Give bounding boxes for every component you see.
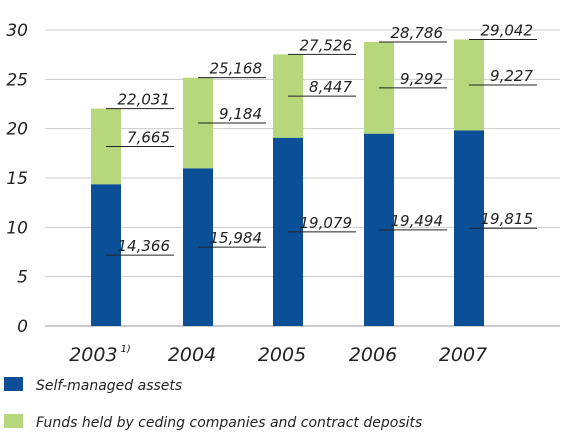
data-label: 28,786	[391, 24, 444, 42]
data-label: 14,366	[118, 237, 171, 255]
category: 2006	[349, 344, 397, 366]
x-tick-label: 2004	[168, 344, 216, 366]
y-tick-label: 20	[6, 120, 28, 140]
legend-label: Funds held by ceding companies and contr…	[36, 415, 422, 431]
data-label: 7,665	[127, 128, 170, 146]
x-tick-label: 2007	[439, 344, 487, 366]
category: 2003	[69, 344, 117, 366]
data-label: 9,292	[400, 70, 443, 88]
data-label: 19,079	[300, 214, 353, 232]
data-label: 15,984	[210, 229, 263, 247]
x-tick-label: 2006	[349, 344, 397, 366]
y-tick-label: 0	[17, 317, 28, 337]
data-label: 19,815	[481, 210, 534, 228]
category: 2005	[258, 344, 306, 366]
data-label: 9,184	[219, 105, 262, 123]
data-label: 8,447	[309, 78, 352, 96]
data-label: 25,168	[210, 60, 263, 78]
data-label: 19,494	[391, 212, 444, 230]
data-label: 27,526	[300, 36, 353, 54]
y-tick-label: 5	[17, 268, 28, 288]
y-tick-label: 30	[6, 21, 28, 41]
legend-swatch	[4, 414, 23, 428]
y-tick-label: 10	[6, 218, 28, 238]
legend-swatch	[4, 377, 23, 391]
category: 2004	[168, 344, 216, 366]
category: 2007	[439, 344, 487, 366]
y-tick-label: 15	[6, 169, 28, 189]
category-note: 1)	[121, 344, 131, 355]
data-label: 22,031	[118, 91, 171, 109]
data-label: 9,227	[490, 67, 533, 85]
data-label: 29,042	[481, 21, 534, 39]
y-tick-label: 25	[6, 70, 28, 90]
x-tick-label: 2005	[258, 344, 306, 366]
x-tick-label: 2003 1)	[69, 344, 131, 366]
legend-label: Self-managed assets	[36, 378, 182, 394]
